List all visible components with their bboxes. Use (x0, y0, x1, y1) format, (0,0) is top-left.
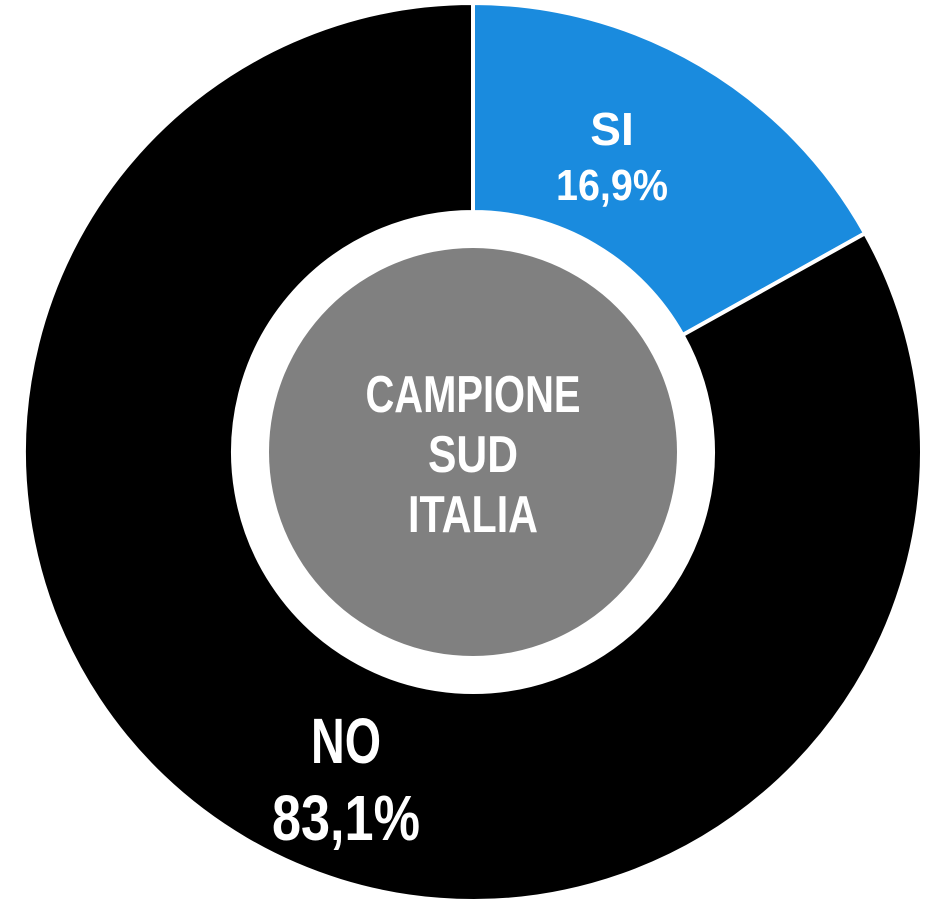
slice-value-no: 83,1% (272, 782, 420, 854)
center-label: CAMPIONE SUD ITALIA (366, 366, 581, 544)
center-label-line-1: CAMPIONE (366, 366, 581, 424)
slice-label-si: SI (590, 103, 633, 155)
center-label-line-3: ITALIA (408, 486, 538, 544)
center-circle (269, 248, 677, 656)
donut-slice-si (471, 0, 868, 338)
donut-slice-no (22, 0, 924, 903)
slice-value-si: 16,9% (556, 161, 668, 210)
center-label-line-2: SUD (428, 426, 518, 484)
slice-label-no: NO (311, 705, 381, 777)
slice-labels: SI 16,9% NO 83,1% (272, 103, 668, 854)
donut-slices (22, 0, 924, 903)
